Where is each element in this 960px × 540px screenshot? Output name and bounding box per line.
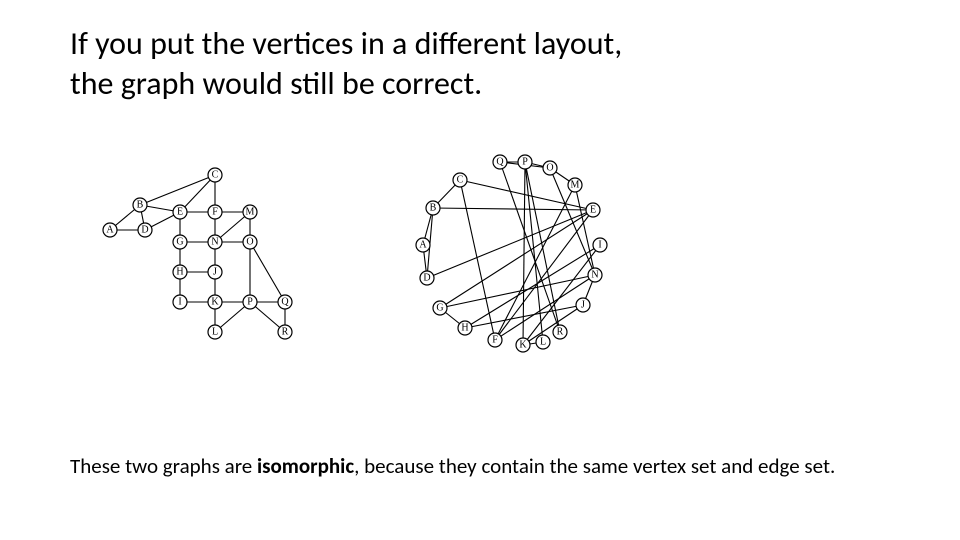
node-C: C bbox=[453, 173, 467, 187]
svg-text:K: K bbox=[211, 297, 219, 308]
svg-text:F: F bbox=[212, 207, 218, 218]
title-line-1: If you put the vertices in a different l… bbox=[70, 24, 622, 63]
svg-text:N: N bbox=[211, 237, 218, 248]
node-A: A bbox=[103, 223, 117, 237]
graphs-container: ABCDEFGHIJKLMNOPQR QPOMEINJRLKFHGDABC bbox=[95, 150, 625, 370]
svg-text:J: J bbox=[581, 300, 585, 311]
svg-text:M: M bbox=[246, 207, 255, 218]
node-G: G bbox=[173, 235, 187, 249]
svg-text:B: B bbox=[430, 203, 437, 214]
edge-O-Q bbox=[250, 242, 285, 302]
graph-grid-svg: A B C D E F G H I J K L M N O P Q R bbox=[95, 160, 315, 360]
caption-bold: isomorphic bbox=[257, 453, 354, 479]
node-R: R bbox=[278, 325, 292, 339]
edge-D-E bbox=[427, 210, 593, 278]
node-I: I bbox=[173, 295, 187, 309]
graph-grid-layout: A B C D E F G H I J K L M N O P Q R bbox=[95, 160, 315, 360]
svg-text:G: G bbox=[176, 237, 183, 248]
node-G: G bbox=[433, 301, 447, 315]
node-Q: Q bbox=[278, 295, 292, 309]
svg-text:L: L bbox=[540, 337, 546, 348]
node-A: A bbox=[416, 238, 430, 252]
svg-text:Q: Q bbox=[281, 297, 289, 308]
svg-text:I: I bbox=[178, 297, 181, 308]
node-F: F bbox=[488, 333, 502, 347]
svg-text:R: R bbox=[282, 327, 289, 338]
edge-B-C bbox=[140, 175, 215, 205]
edge-E-G bbox=[440, 210, 593, 308]
svg-text:K: K bbox=[519, 340, 527, 351]
node-E: E bbox=[586, 203, 600, 217]
svg-text:O: O bbox=[546, 163, 553, 174]
node-J: J bbox=[208, 265, 222, 279]
caption-text: These two graphs are isomorphic, because… bbox=[70, 453, 900, 480]
node-L: L bbox=[536, 335, 550, 349]
node-B: B bbox=[426, 201, 440, 215]
node-F: F bbox=[208, 205, 222, 219]
edge-G-N bbox=[440, 275, 595, 308]
caption-suffix: , because they contain the same vertex s… bbox=[354, 453, 835, 479]
node-K: K bbox=[516, 338, 530, 352]
svg-text:J: J bbox=[213, 267, 217, 278]
node-O: O bbox=[543, 161, 557, 175]
node-N: N bbox=[208, 235, 222, 249]
svg-text:Q: Q bbox=[496, 157, 504, 168]
svg-text:D: D bbox=[423, 273, 430, 284]
svg-text:P: P bbox=[247, 297, 253, 308]
slide-title: If you put the vertices in a different l… bbox=[70, 24, 900, 104]
node-H: H bbox=[173, 265, 187, 279]
edge-B-E bbox=[433, 208, 593, 210]
svg-text:I: I bbox=[598, 240, 601, 251]
node-K: K bbox=[208, 295, 222, 309]
svg-text:C: C bbox=[212, 170, 219, 181]
node-B: B bbox=[133, 198, 147, 212]
node-O: O bbox=[243, 235, 257, 249]
svg-text:F: F bbox=[492, 335, 498, 346]
edge-C-E bbox=[180, 175, 215, 212]
svg-text:H: H bbox=[176, 267, 183, 278]
node-N: N bbox=[588, 268, 602, 282]
node-M: M bbox=[568, 178, 582, 192]
node-D: D bbox=[420, 271, 434, 285]
svg-text:O: O bbox=[246, 237, 253, 248]
node-R: R bbox=[553, 325, 567, 339]
node-P: P bbox=[243, 295, 257, 309]
svg-text:E: E bbox=[590, 205, 596, 216]
svg-text:L: L bbox=[212, 327, 218, 338]
node-D: D bbox=[138, 223, 152, 237]
edge-C-F bbox=[460, 180, 495, 340]
node-M: M bbox=[243, 205, 257, 219]
svg-text:A: A bbox=[106, 225, 114, 236]
node-Q: Q bbox=[493, 155, 507, 169]
node-L: L bbox=[208, 325, 222, 339]
node-H: H bbox=[458, 321, 472, 335]
svg-text:D: D bbox=[141, 225, 148, 236]
svg-text:N: N bbox=[591, 270, 598, 281]
title-line-2: the graph would still be correct. bbox=[70, 64, 482, 103]
graph-circle-layout: Q P O M E I N J RL K F H G D A B C bbox=[405, 150, 625, 370]
graph-circle-svg: Q P O M E I N J RL K F H G D A B C bbox=[405, 150, 625, 370]
caption-prefix: These two graphs are bbox=[70, 453, 257, 479]
svg-text:C: C bbox=[457, 175, 464, 186]
node-J: J bbox=[576, 298, 590, 312]
svg-text:E: E bbox=[177, 207, 183, 218]
node-C: C bbox=[208, 168, 222, 182]
node-P: P bbox=[518, 155, 532, 169]
svg-text:M: M bbox=[571, 180, 580, 191]
node-I: I bbox=[593, 238, 607, 252]
svg-text:R: R bbox=[557, 327, 564, 338]
svg-text:H: H bbox=[461, 323, 468, 334]
node-E: E bbox=[173, 205, 187, 219]
svg-text:B: B bbox=[137, 200, 144, 211]
svg-text:P: P bbox=[522, 157, 528, 168]
svg-text:G: G bbox=[436, 303, 443, 314]
svg-text:A: A bbox=[419, 240, 427, 251]
